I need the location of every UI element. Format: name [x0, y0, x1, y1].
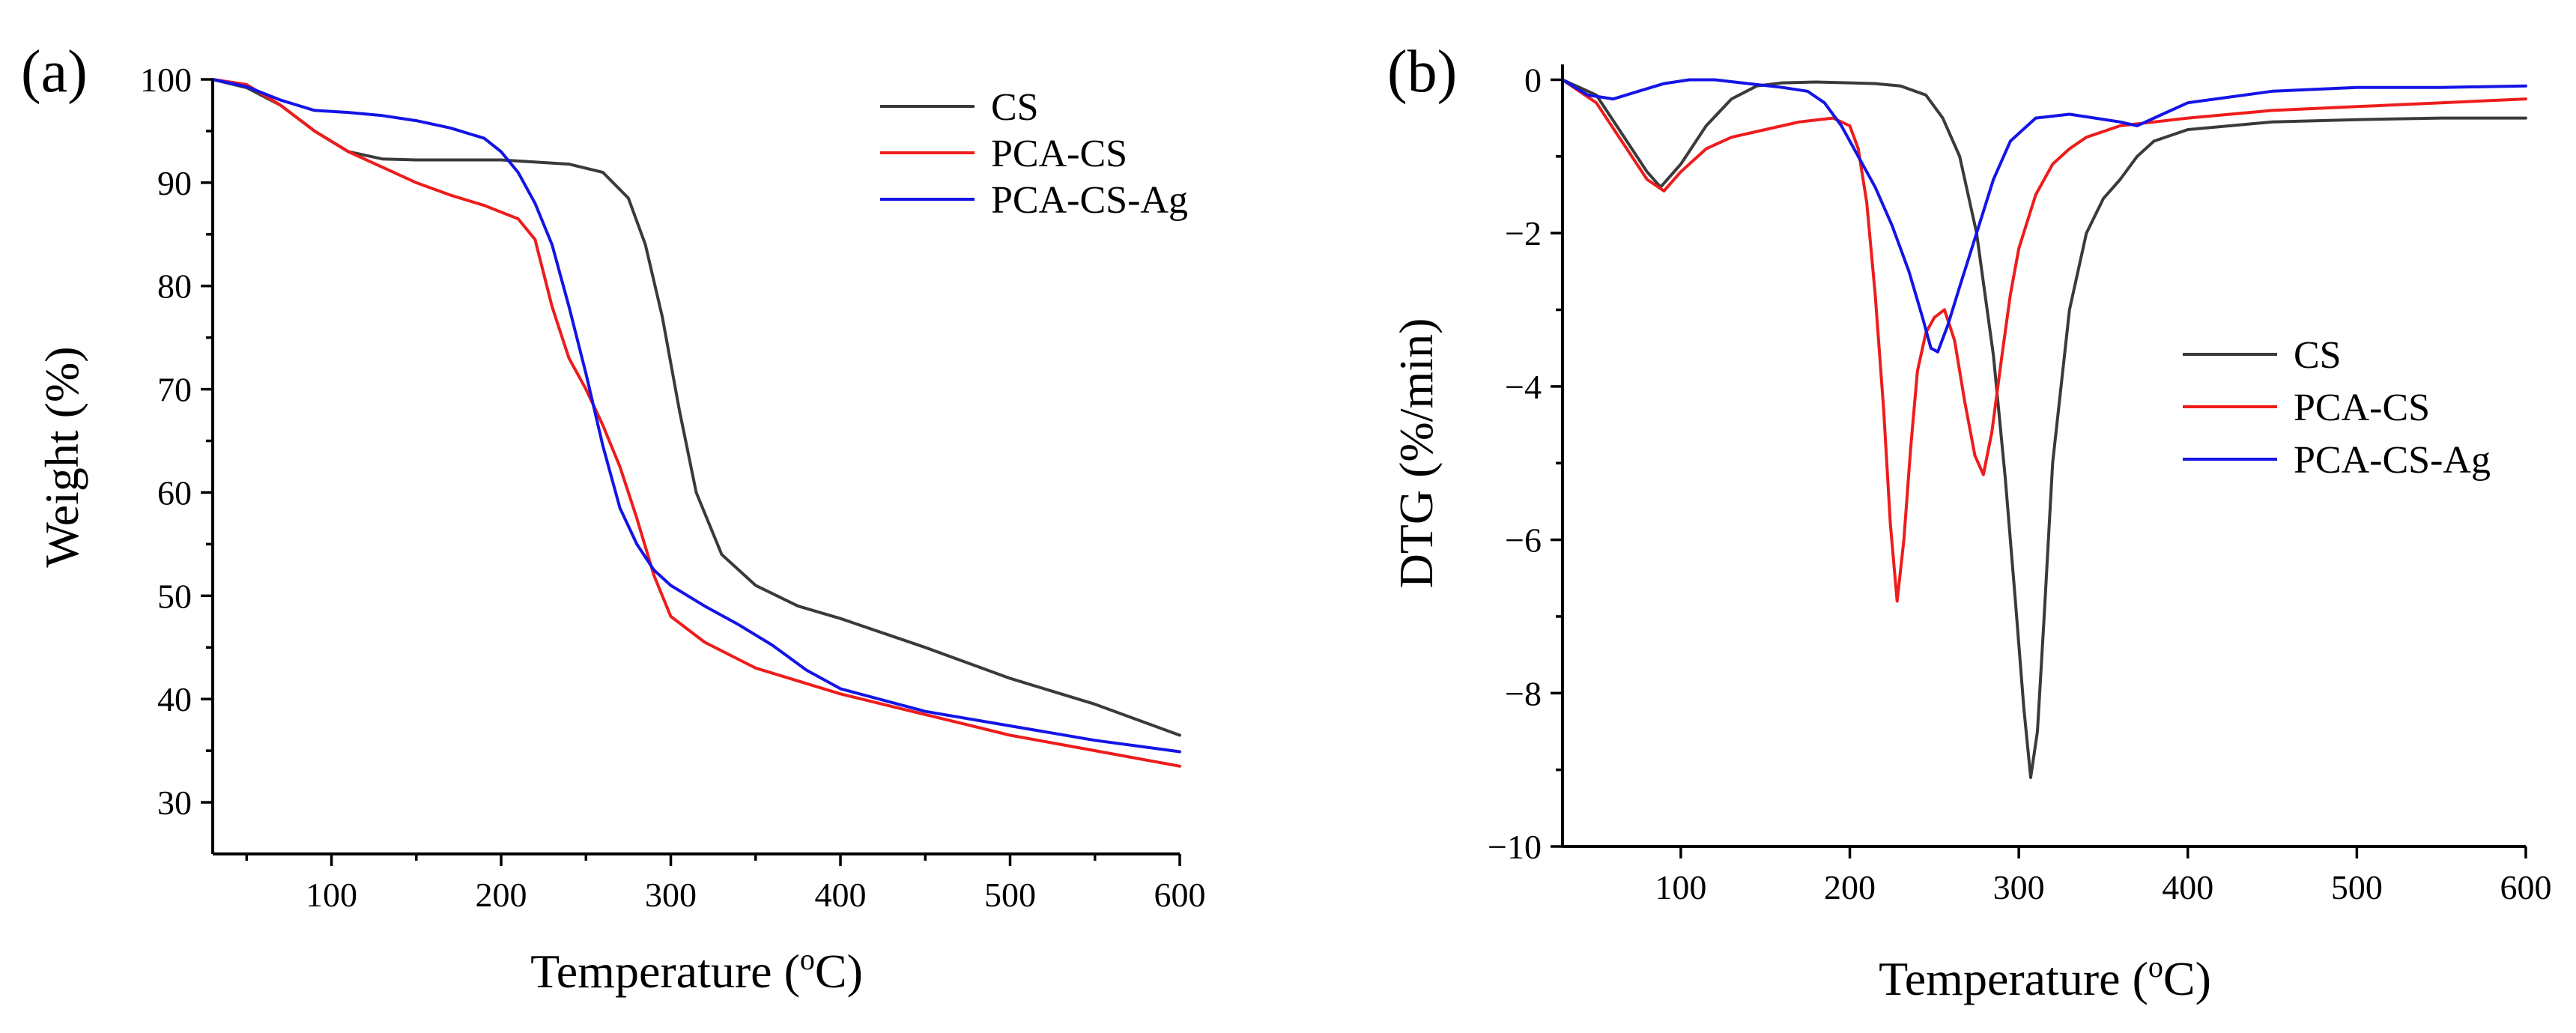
y-tick-label: −4 [1505, 368, 1542, 406]
x-tick-label: 300 [1993, 868, 2045, 906]
panel-b-legend: CS PCA-CS PCA-CS-Ag [2183, 334, 2491, 482]
legend-label: PCA-CS [991, 133, 1127, 175]
panel-a-series [211, 78, 1181, 768]
x-tick-label: 100 [1655, 868, 1706, 906]
panel-b-series-cs [1561, 78, 2527, 779]
legend-label: PCA-CS [2294, 387, 2430, 429]
y-tick-label: 100 [140, 61, 192, 99]
legend-label: PCA-CS-Ag [2294, 439, 2491, 482]
legend-label: PCA-CS-Ag [991, 179, 1188, 222]
y-tick-label: 40 [157, 680, 192, 718]
panel-b-label: (b) [1387, 39, 1457, 105]
y-tick-label: −6 [1505, 521, 1542, 560]
panel-a-weight-chart: (a) 100 200 300 400 500 600 30 40 50 60 70 80 90 100… [21, 39, 1206, 998]
x-tick-label: 200 [476, 876, 527, 914]
panel-b-x-axis-title: Temperature (oC) [1879, 950, 2211, 1005]
x-tick-label: 600 [2500, 868, 2552, 906]
panel-b-x-ticks: 100 200 300 400 500 600 [1655, 846, 2552, 906]
panel-a-x-ticks: 100 200 300 400 500 600 [245, 854, 1206, 914]
y-tick-label: 80 [157, 267, 192, 306]
y-tick-label: −10 [1488, 828, 1542, 866]
panel-b-series-pca-cs [1561, 78, 2527, 603]
legend-label: CS [991, 86, 1039, 129]
panel-a-y-axis-title: Weight (%) [35, 346, 88, 567]
panel-b-y-ticks: 0 −2 −4 −6 −8 −10 [1488, 61, 1563, 866]
panel-b-y-axis-title: DTG (%/min) [1389, 318, 1443, 589]
y-tick-label: 30 [157, 784, 192, 822]
panel-b-dtg-chart: (b) 100 200 300 400 500 600 0 −2 −4 −6 −8 −10 Temp… [1387, 39, 2552, 1005]
panel-b-series-pca-cs-ag [1561, 78, 2527, 354]
y-tick-label: 90 [157, 164, 192, 202]
y-tick-label: 60 [157, 473, 192, 512]
panel-b-series [1561, 78, 2527, 779]
x-tick-label: 200 [1824, 868, 1876, 906]
x-tick-label: 400 [2162, 868, 2213, 906]
x-tick-label: 600 [1154, 876, 1206, 914]
y-tick-label: −8 [1505, 674, 1542, 712]
panel-a-series-pca-cs-ag [211, 78, 1181, 754]
legend-label: CS [2294, 334, 2342, 377]
y-tick-label: 70 [157, 371, 192, 409]
y-tick-label: 50 [157, 577, 192, 615]
panel-a-y-ticks: 30 40 50 60 70 80 90 100 [140, 61, 213, 822]
y-tick-label: 0 [1524, 61, 1542, 99]
x-tick-label: 500 [2331, 868, 2383, 906]
x-tick-label: 100 [306, 876, 357, 914]
panel-a-label: (a) [21, 39, 88, 105]
panel-a-x-axis-title: Temperature (oC) [530, 942, 863, 998]
panel-a-series-pca-cs [211, 78, 1181, 768]
x-tick-label: 300 [645, 876, 697, 914]
x-tick-label: 400 [815, 876, 867, 914]
x-tick-label: 500 [984, 876, 1036, 914]
y-tick-label: −2 [1505, 214, 1542, 252]
